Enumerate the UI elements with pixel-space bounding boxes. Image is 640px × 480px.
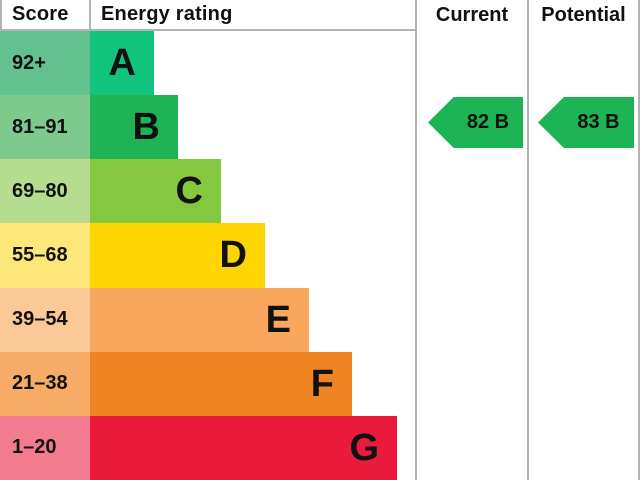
band-row-a: 92+ A [0, 31, 415, 96]
band-row-g: 1–20 G [0, 415, 415, 480]
band-bar-b: B [90, 95, 178, 160]
potential-rating-arrow: 83 B [538, 97, 634, 148]
potential-column-divider [527, 0, 529, 480]
score-range-label: 1–20 [0, 415, 90, 480]
band-bar-g: G [90, 415, 397, 480]
score-range-label: 55–68 [0, 223, 90, 288]
score-range-label: 39–54 [0, 287, 90, 352]
potential-column-header: Potential [541, 4, 626, 26]
current-column-divider [415, 0, 417, 480]
band-bar-e: E [90, 287, 309, 352]
band-row-f: 21–38 F [0, 351, 415, 416]
score-range-label: 81–91 [0, 95, 90, 160]
energy-rating-column-header: Energy rating [101, 3, 233, 25]
band-row-e: 39–54 E [0, 287, 415, 352]
score-range-label: 69–80 [0, 159, 90, 224]
band-bar-f: F [90, 351, 352, 416]
score-range-label: 21–38 [0, 351, 90, 416]
score-column-divider [89, 0, 91, 31]
current-column-header: Current [435, 4, 509, 26]
band-row-d: 55–68 D [0, 223, 415, 288]
band-row-b: 81–91 B [0, 95, 415, 160]
rating-table: Score Energy rating 92+ A 81–91 B 69–80 … [0, 0, 415, 480]
band-row-c: 69–80 C [0, 159, 415, 224]
band-bar-c: C [90, 159, 221, 224]
table-right-border [638, 0, 640, 480]
table-left-border [0, 0, 2, 31]
score-column-header: Score [12, 3, 69, 25]
score-range-label: 92+ [0, 31, 90, 96]
band-bar-a: A [90, 31, 154, 96]
band-bar-d: D [90, 223, 265, 288]
rating-table-header: Score Energy rating [0, 0, 415, 31]
current-rating-arrow: 82 B [428, 97, 523, 148]
